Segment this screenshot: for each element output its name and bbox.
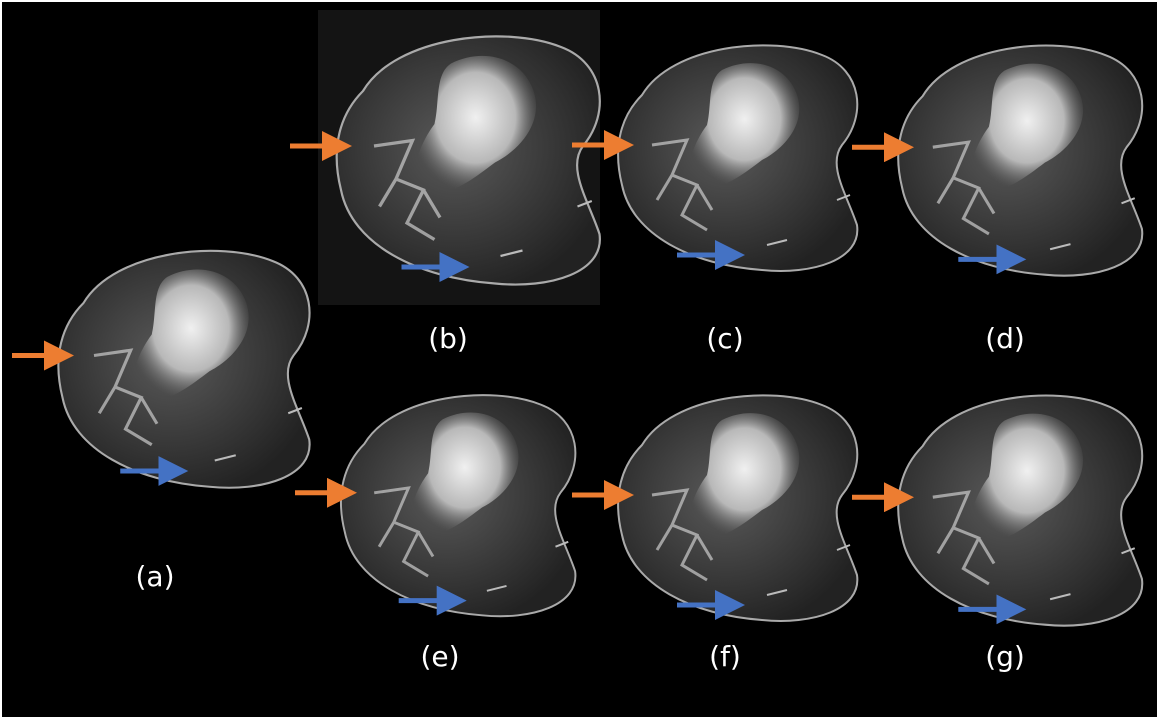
page: (a)(b)(c)(d)(e)(f)(g) (() => { const dat… — [0, 0, 1159, 719]
panel-label: (g) — [985, 640, 1025, 673]
figure: (a) (b) (c) (d) (e) (f) (g) — [0, 0, 1159, 719]
panel-label: (c) — [706, 322, 743, 355]
panel-label: (f) — [709, 640, 741, 673]
panel-label: (a) — [135, 560, 174, 593]
panel-label: (d) — [985, 322, 1025, 355]
panel-label: (e) — [420, 640, 459, 673]
panel-label: (b) — [428, 322, 468, 355]
